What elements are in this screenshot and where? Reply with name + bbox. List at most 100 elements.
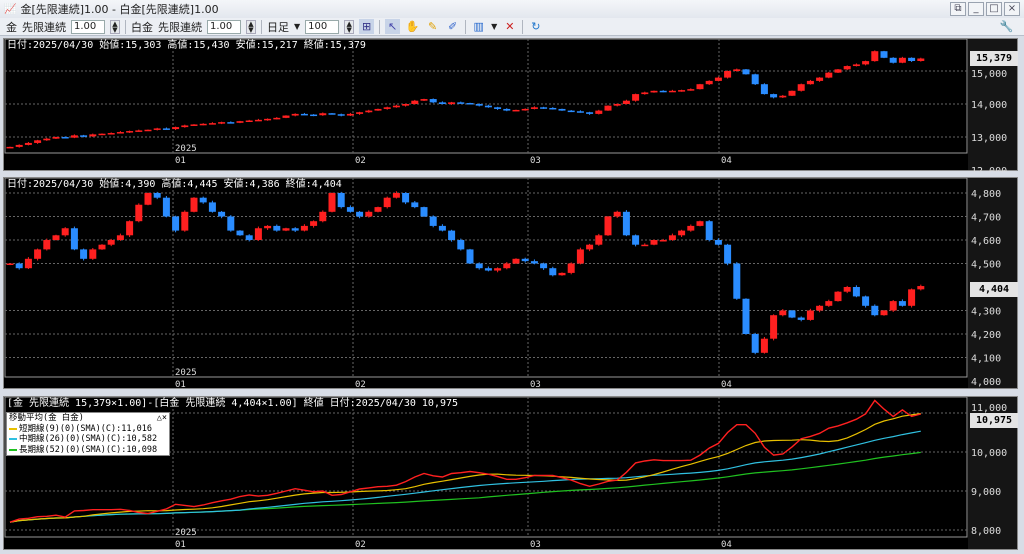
candle-body [107, 133, 115, 135]
candle-body [80, 135, 88, 137]
maximize-button[interactable]: □ [986, 2, 1002, 16]
contract2-label: 先限連続 [158, 20, 202, 34]
candle-body [530, 261, 538, 264]
spread-line-chart[interactable]: 11,000 10,000 9,000 8,000 01 02 03 04 2025 [4, 397, 1019, 551]
year-label: 2025 [175, 368, 197, 378]
close-button[interactable]: × [1004, 2, 1020, 16]
candle-body [153, 193, 161, 198]
chevron-down-icon[interactable]: ▼ [491, 22, 498, 31]
month-label: 02 [355, 156, 366, 166]
candle-body [291, 228, 299, 231]
candle-body [291, 113, 299, 116]
candle-body [604, 216, 612, 236]
candle-body [356, 211, 364, 217]
candle-body [466, 103, 474, 105]
bar-count-spinner[interactable]: ▲ ▼ [344, 19, 355, 34]
candle-body [172, 127, 180, 130]
platinum-last-price: 4,404 [970, 282, 1018, 297]
candle-body [208, 202, 216, 212]
indicator-chart-icon[interactable]: ▥ [473, 20, 484, 33]
item1-label: 金 [6, 20, 17, 34]
candle-body [908, 289, 916, 306]
window-title: 金[先限連続]1.00 - 白金[先限連続]1.00 [20, 3, 219, 16]
candle-body [825, 72, 833, 78]
candle-body [862, 61, 870, 65]
multiplier1-input[interactable]: 1.00 [71, 19, 105, 34]
candle-body [595, 235, 603, 245]
chart-layout-icon[interactable]: ⊞ [359, 19, 375, 34]
bar-count-input[interactable]: 100 [305, 19, 340, 34]
candle-body [816, 305, 824, 311]
moving-average-legend[interactable]: 移動平均(金 白金) △× 短期線(9)(0)(SMA)(C):11,016 中期… [6, 412, 170, 456]
spread-header: [金 先限連続 15,379×1.00]-[白金 先限連続 4,404×1.00… [7, 398, 459, 409]
candle-body [586, 244, 594, 250]
candle-body [604, 105, 612, 111]
candle-body [567, 110, 575, 113]
gold-last-price: 15,379 [970, 51, 1018, 66]
axis-tick-label: 9,000 [971, 487, 1001, 498]
candle-body [457, 240, 465, 250]
period-select[interactable]: 日足 [267, 20, 289, 34]
chevron-down-icon[interactable]: ▼ [294, 22, 301, 31]
candle-body [300, 225, 308, 231]
platinum-candlestick-chart[interactable]: 4,800 4,700 4,600 4,500 4,300 4,200 4,100 4,000… [4, 178, 1019, 390]
candle-body [392, 193, 400, 198]
candle-body [254, 119, 262, 122]
candle-body [714, 240, 722, 245]
hand-icon[interactable]: ✋ [405, 20, 420, 33]
refresh-icon[interactable]: ↻ [531, 20, 541, 33]
candle-body [236, 230, 244, 236]
month-label: 04 [721, 540, 732, 550]
candle-body [806, 310, 814, 320]
year-label: 2025 [175, 144, 197, 154]
divider [465, 19, 467, 34]
candle-body [227, 122, 235, 124]
candle-body [300, 113, 308, 116]
candle-body [678, 90, 686, 92]
month-label: 04 [721, 156, 732, 166]
candle-body [917, 58, 925, 62]
candle-body [328, 113, 336, 115]
year-label: 2025 [175, 528, 197, 538]
candle-body [190, 197, 198, 212]
restore-window-button[interactable]: ⧉ [950, 2, 966, 16]
candle-body [346, 207, 354, 212]
minimize-button[interactable]: _ [968, 2, 984, 16]
candle-body [687, 89, 695, 91]
pointer-icon[interactable]: ↖ [385, 19, 401, 34]
multiplier2-input[interactable]: 1.00 [207, 19, 241, 34]
title-bar: 📈 金[先限連続]1.00 - 白金[先限連続]1.00 ⧉ _ □ × [0, 0, 1024, 18]
candle-body [484, 105, 492, 108]
app-chart-icon: 📈 [4, 3, 17, 15]
candle-body [107, 240, 115, 245]
candle-body [457, 102, 465, 104]
candle-body [319, 113, 327, 116]
candle-body [852, 287, 860, 297]
line-draw-icon[interactable]: ✐ [448, 20, 458, 33]
multiplier2-spinner[interactable]: ▲ ▼ [246, 19, 256, 34]
candle-body [383, 197, 391, 208]
settings-wrench-icon[interactable]: 🔧 [999, 20, 1014, 33]
candle-body [411, 202, 419, 208]
candle-body [622, 211, 630, 236]
candle-body [650, 90, 658, 93]
multiplier1-spinner[interactable]: ▲ ▼ [110, 19, 120, 34]
pencil-icon[interactable]: ✎ [428, 20, 438, 33]
candle-body [806, 80, 814, 85]
candle-body [199, 123, 207, 126]
candle-body [558, 108, 566, 111]
gold-candlestick-chart[interactable]: 15,000 14,000 13,000 12,000 01 02 03 04 2025 [4, 39, 1019, 172]
candle-body [843, 66, 851, 70]
candle-body [779, 310, 787, 316]
delete-lines-icon[interactable]: ✕ [505, 20, 515, 33]
candle-body [89, 249, 97, 259]
candle-body [162, 128, 170, 130]
candle-body [668, 235, 676, 240]
gold-price-panel: 15,000 14,000 13,000 12,000 01 02 03 04 2025 日付:… [3, 38, 1019, 172]
candle-body [687, 225, 695, 231]
mid-ma-line [9, 430, 921, 523]
legend-collapse-close-icon[interactable]: △× [156, 413, 167, 423]
candle-body [273, 225, 281, 231]
candle-body [218, 122, 226, 124]
candle-body [512, 109, 520, 112]
